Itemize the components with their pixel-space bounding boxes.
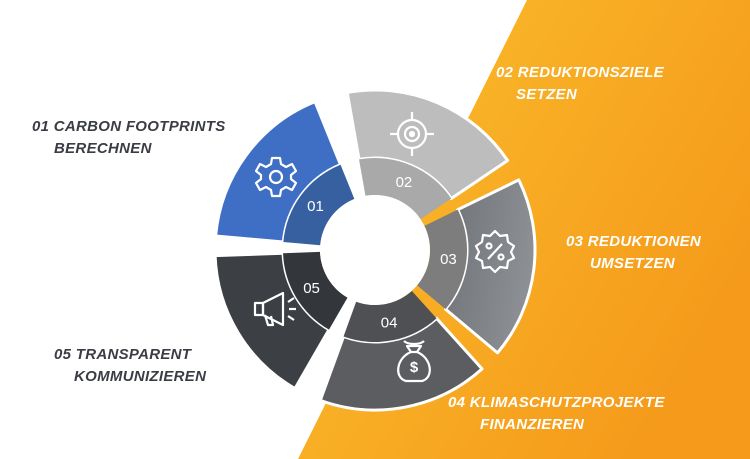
step-05-label: 05 TRANSPARENT KOMMUNIZIEREN xyxy=(54,344,206,388)
center-hub xyxy=(320,195,430,305)
step-02-label-line2: SETZEN xyxy=(516,86,577,103)
segment-02-inner xyxy=(359,157,452,220)
step-03-label-line1: 03 REDUKTIONEN xyxy=(566,233,702,250)
gear-icon xyxy=(254,156,298,198)
segment-05-inner xyxy=(283,251,348,330)
segment-04-number: 04 xyxy=(381,315,398,332)
step-01-label: 01 CARBON FOOTPRINTS BERECHNEN xyxy=(32,116,226,160)
step-05-label-line2: KOMMUNIZIEREN xyxy=(74,368,207,385)
step-04-label-line1: 04 KLIMASCHUTZPROJEKTE xyxy=(448,394,665,411)
step-04-label: 04 KLIMASCHUTZPROJEKTE FINANZIEREN xyxy=(448,392,665,436)
step-05-label-line1: 05 TRANSPARENT xyxy=(54,346,192,363)
step-01-label-line2: BERECHNEN xyxy=(54,140,152,157)
step-04-label-line2: FINANZIEREN xyxy=(480,416,585,433)
megaphone-icon xyxy=(253,291,296,327)
target-icon xyxy=(390,112,434,156)
step-03-label-line2: UMSETZEN xyxy=(590,255,675,272)
segment-05-number: 05 xyxy=(303,280,320,297)
segment-01-number: 01 xyxy=(307,198,324,215)
segment-02-number: 02 xyxy=(396,174,413,191)
segment-04-inner xyxy=(343,290,437,342)
svg-text:$: $ xyxy=(410,359,419,376)
step-03-label: 03 REDUKTIONEN UMSETZEN xyxy=(566,231,701,275)
segment-03-number: 03 xyxy=(440,251,457,268)
step-02-label-line1: 02 REDUKTIONSZIELE xyxy=(496,64,664,81)
step-02-label: 02 REDUKTIONSZIELE SETZEN xyxy=(496,62,664,106)
segment-03-inner xyxy=(417,209,468,310)
step-01-label-line1: 01 CARBON FOOTPRINTS xyxy=(32,118,226,135)
money-bag-icon: $ xyxy=(397,340,431,383)
segment-01-inner xyxy=(283,164,355,246)
percent-badge-icon xyxy=(474,229,516,274)
